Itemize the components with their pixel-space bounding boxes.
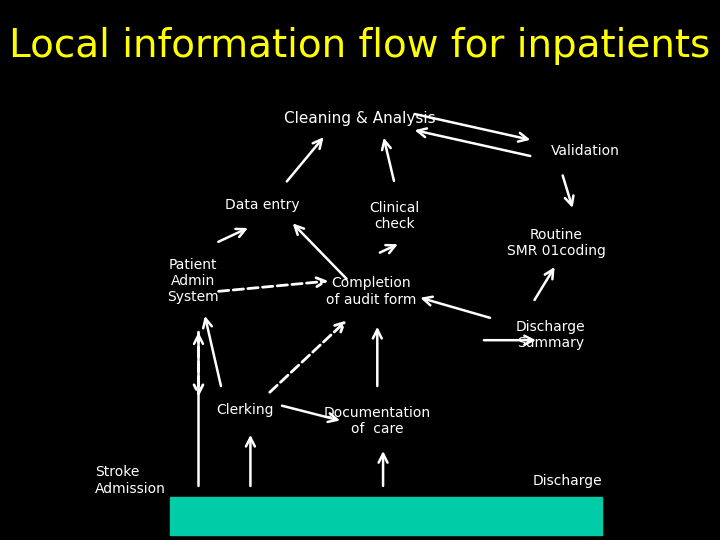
Text: Completion
of audit form: Completion of audit form — [326, 276, 417, 307]
Text: Local information flow for inpatients: Local information flow for inpatients — [9, 27, 711, 65]
Text: Documentation
of  care: Documentation of care — [324, 406, 431, 436]
Text: Clinical
check: Clinical check — [369, 201, 420, 231]
Text: Data entry: Data entry — [225, 198, 300, 212]
Text: Cleaning & Analysis: Cleaning & Analysis — [284, 111, 436, 126]
Text: Discharge: Discharge — [533, 474, 602, 488]
Text: Routine
SMR 01coding: Routine SMR 01coding — [507, 228, 606, 258]
FancyBboxPatch shape — [170, 497, 602, 535]
Text: Patient
Admin
System: Patient Admin System — [167, 258, 219, 304]
Text: Clerking: Clerking — [216, 403, 274, 417]
Text: Validation: Validation — [551, 144, 619, 158]
Text: Stroke
Admission: Stroke Admission — [95, 465, 166, 496]
Text: Discharge
Summary: Discharge Summary — [516, 320, 585, 350]
